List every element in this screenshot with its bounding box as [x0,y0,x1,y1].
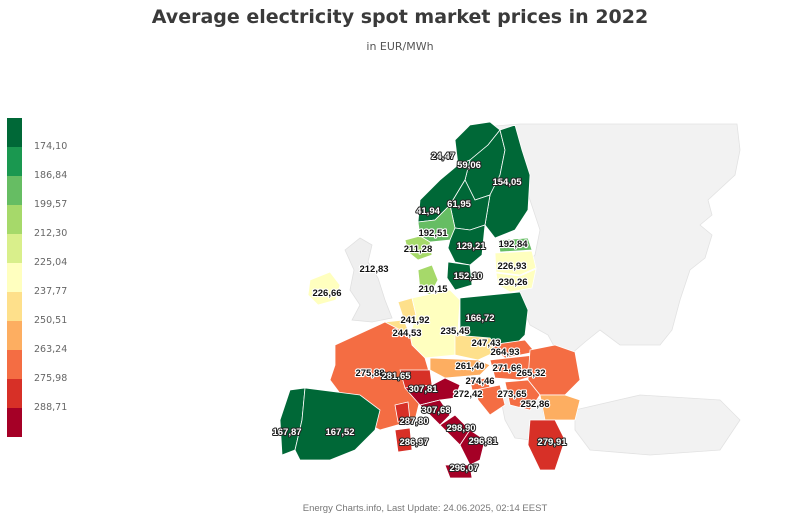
region-value-label: 281,65 [381,371,411,382]
region-value-label: 167,87 [272,427,301,438]
region-cz[interactable] [454,334,501,361]
land-background-turkey [574,394,741,456]
region-value-label: 152,10 [453,271,482,282]
region-value-label: 154,05 [492,177,522,188]
chart-subtitle: in EUR/MWh [366,40,434,53]
region-value-label: 166,72 [465,313,494,324]
region-value-label: 192,51 [418,228,448,239]
legend-swatch [7,176,22,205]
legend-threshold-label: 237,77 [34,286,68,297]
legend-threshold-label: 250,51 [34,315,68,326]
region-value-label: 41,94 [416,206,440,217]
region-es[interactable] [294,387,381,461]
region-fi[interactable] [484,124,531,239]
region-value-label: 272,42 [453,389,482,400]
region-value-label: 307,68 [421,405,450,416]
legend-threshold-label: 199,57 [34,199,68,210]
region-value-label: 298,90 [446,423,475,434]
credit-footer: Energy Charts.info, Last Update: 24.06.2… [302,503,548,514]
region-value-label: 226,66 [312,288,341,299]
region-value-label: 261,40 [455,361,484,372]
region-value-label: 244,53 [392,328,421,339]
region-value-label: 211,28 [404,244,433,255]
region-gr[interactable] [527,419,566,471]
legend-swatch [7,292,22,321]
region-value-label: 296,07 [449,463,478,474]
region-value-label: 273,65 [497,389,527,400]
region-dk1[interactable] [417,264,439,296]
region-value-label: 210,15 [418,284,448,295]
region-se4[interactable] [446,261,473,291]
legend-swatch [7,205,22,234]
legend-threshold-label: 288,71 [34,402,68,413]
region-rs[interactable] [504,379,541,411]
region-lt[interactable] [495,268,537,293]
legend-threshold-label: 174,10 [34,141,68,152]
land-background-uk [344,237,393,323]
region-ee[interactable] [497,237,533,253]
region-value-label: 265,32 [516,368,545,379]
legend-swatch [7,408,22,437]
legend-swatch [7,350,22,379]
legend-swatch [7,379,22,408]
region-value-label: 296,81 [468,436,498,447]
region-it-corsica[interactable] [394,401,411,423]
region-value-label: 271,66 [492,363,521,374]
color-legend: 174,10 186,84 199,57 212,30 225,04 237,77 250,… [7,118,67,437]
region-value-label: 235,45 [440,326,470,337]
region-it-sardinia[interactable] [394,427,413,453]
region-value-label: 274,46 [465,376,494,387]
region-it-sicily[interactable] [444,464,473,479]
land-background-east [468,123,741,356]
region-bg[interactable] [539,394,581,421]
region-it-south[interactable] [459,429,486,466]
region-value-label: 286,97 [399,437,428,448]
legend-threshold-label: 225,04 [34,257,68,268]
region-value-label: 61,95 [447,199,471,210]
region-value-label: 230,26 [498,277,527,288]
region-no2[interactable] [404,235,433,261]
region-value-label: 307,81 [408,384,438,395]
chart-title: Average electricity spot market prices i… [151,6,649,28]
region-lv[interactable] [494,250,537,276]
region-value-label: 275,88 [355,368,384,379]
region-ie[interactable] [307,271,341,306]
legend-swatch [7,147,22,176]
legend-threshold-label: 263,24 [34,344,68,355]
region-value-label: 252,86 [520,399,549,410]
region-value-label: 264,93 [490,347,519,358]
region-it-centre-north[interactable] [419,399,451,426]
region-value-label: 59,06 [457,160,481,171]
legend-swatch [7,321,22,350]
region-value-label: 287,80 [399,416,428,427]
region-value-label: 24,47 [431,151,455,162]
region-hr[interactable] [474,384,506,416]
region-value-label: 279,91 [537,437,567,448]
legend-threshold-label: 186,84 [34,170,68,181]
region-value-label: 192,84 [498,239,528,250]
region-value-label: 167,52 [325,427,354,438]
region-value-label: 129,21 [456,241,486,252]
legend-threshold-label: 275,98 [34,373,68,384]
legend-swatch [7,118,22,147]
region-value-label: 241,92 [400,315,429,326]
region-value-label: 212,83 [359,264,388,275]
legend-swatch [7,263,22,292]
region-value-label: 226,93 [497,261,526,272]
region-value-label: 247,43 [471,338,500,349]
legend-swatch [7,234,22,263]
legend-threshold-label: 212,30 [34,228,68,239]
